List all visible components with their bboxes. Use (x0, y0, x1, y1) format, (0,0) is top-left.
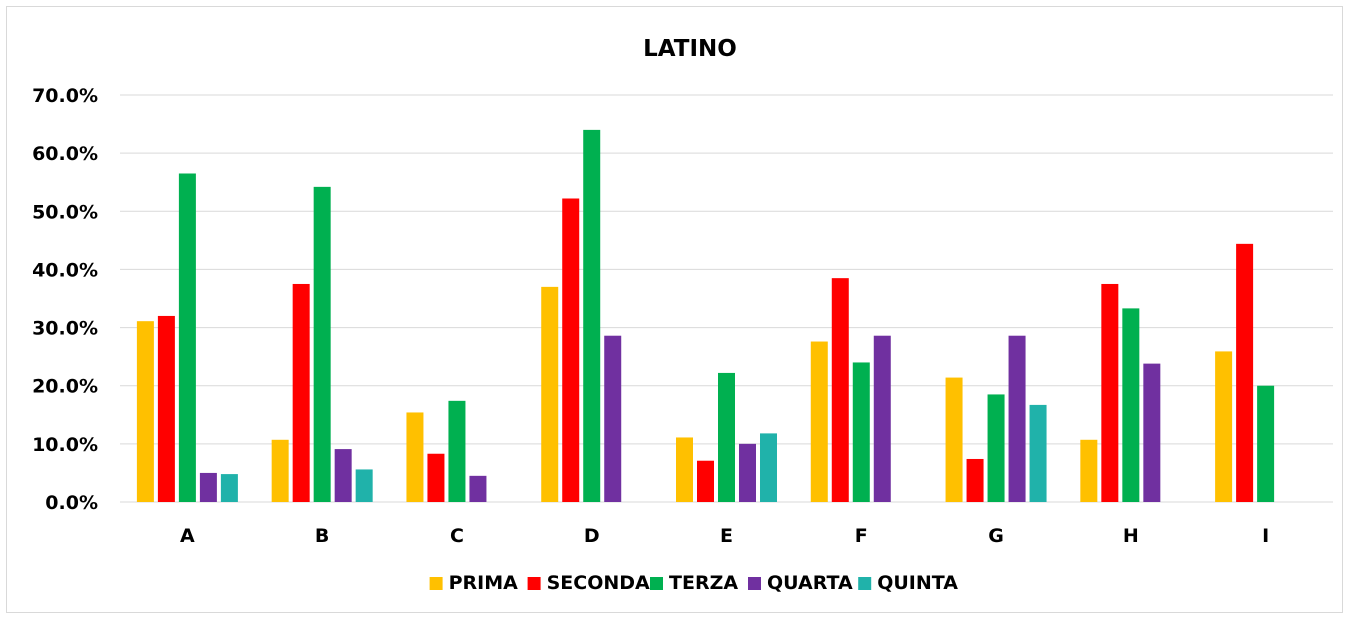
x-axis-categories: A B C D E F G H I (180, 525, 1269, 547)
bar-prima-g (945, 377, 963, 502)
bar-prima-e (676, 437, 693, 502)
bar-quinta-e (760, 433, 777, 502)
x-category-label: C (450, 525, 464, 547)
bar-terza-e (718, 372, 735, 502)
legend-label: TERZA (669, 572, 738, 594)
legend-label: QUARTA (767, 572, 853, 594)
y-tick-label: 70.0% (32, 85, 98, 107)
bar-seconda-g (966, 458, 984, 502)
bar-terza-h (1122, 308, 1140, 502)
x-category-label: I (1262, 525, 1269, 547)
x-category-label: E (720, 525, 733, 547)
legend-item-quinta: QUINTA (858, 572, 958, 594)
bar-quinta-g (1029, 404, 1047, 502)
bar-seconda-d (562, 198, 580, 502)
bar-terza-i (1257, 385, 1275, 502)
legend-item-terza: TERZA (650, 572, 738, 594)
y-tick-label: 60.0% (32, 143, 98, 165)
bars (136, 129, 1275, 503)
bar-quarta-f (873, 335, 891, 502)
bar-seconda-a (157, 315, 175, 502)
legend-item-prima: PRIMA (429, 572, 519, 594)
bar-seconda-b (292, 283, 310, 502)
bar-quarta-e (739, 443, 756, 502)
bar-prima-d (541, 286, 559, 502)
y-axis-ticks: 0.0% 10.0% 20.0% 30.0% 40.0% 50.0% 60.0% 70.0% (32, 85, 98, 514)
bar-quarta-c (469, 475, 487, 502)
bar-terza-b (313, 186, 331, 502)
y-tick-label: 0.0% (45, 492, 98, 514)
bar-seconda-e (697, 460, 714, 502)
x-category-label: G (988, 525, 1004, 547)
bar-terza-c (448, 400, 466, 502)
bar-prima-a (136, 321, 154, 502)
bar-quinta-a (220, 474, 238, 502)
bar-terza-g (987, 394, 1005, 502)
legend-label: QUINTA (877, 572, 958, 594)
bar-quarta-g (1008, 335, 1026, 502)
x-category-label: D (584, 525, 600, 547)
bar-prima-c (406, 412, 424, 502)
y-tick-label: 40.0% (32, 259, 98, 281)
legend-swatch (429, 577, 443, 590)
bar-terza-d (583, 129, 601, 502)
legend-label: SECONDA (547, 572, 650, 594)
legend-swatch (650, 577, 663, 590)
bar-terza-f (852, 362, 870, 502)
y-tick-label: 30.0% (32, 318, 98, 340)
x-category-label: B (315, 525, 329, 547)
x-category-label: A (180, 525, 195, 547)
y-tick-label: 20.0% (32, 376, 98, 398)
y-tick-label: 10.0% (32, 434, 98, 456)
bar-quinta-b (355, 469, 373, 502)
legend-swatch (858, 577, 872, 590)
chart-title: LATINO (643, 36, 737, 62)
bar-prima-f (810, 341, 828, 502)
bar-seconda-c (427, 453, 445, 502)
bar-quarta-a (199, 472, 217, 502)
x-category-label: F (855, 525, 868, 547)
bar-terza-a (178, 173, 196, 502)
legend-swatch (527, 577, 541, 590)
bar-seconda-i (1236, 243, 1254, 503)
bar-prima-i (1215, 351, 1233, 502)
bar-seconda-f (831, 278, 849, 502)
bar-quarta-h (1143, 363, 1161, 502)
x-category-label: H (1123, 525, 1139, 547)
legend-swatch (748, 577, 761, 590)
bar-quarta-d (604, 335, 622, 502)
legend: PRIMA SECONDA TERZA QUARTA QUINTA (429, 572, 958, 594)
legend-label: PRIMA (449, 572, 519, 594)
bar-quarta-b (334, 449, 352, 502)
bar-prima-b (271, 439, 289, 502)
chart-frame (6, 6, 1343, 613)
bar-seconda-h (1101, 283, 1119, 502)
y-tick-label: 50.0% (32, 201, 98, 223)
legend-item-seconda: SECONDA (527, 572, 650, 594)
bar-prima-h (1080, 439, 1098, 502)
legend-item-quarta: QUARTA (748, 572, 853, 594)
